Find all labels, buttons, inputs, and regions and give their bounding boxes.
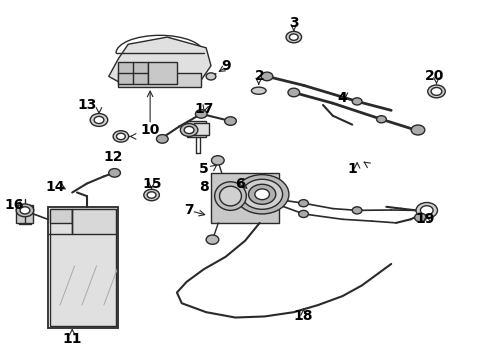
Circle shape [411,125,425,135]
Circle shape [352,207,362,214]
Circle shape [206,73,216,80]
Circle shape [16,204,34,217]
Circle shape [290,34,298,40]
Circle shape [242,179,283,209]
Circle shape [156,135,168,143]
Polygon shape [119,62,147,84]
Text: 1: 1 [347,162,357,176]
Circle shape [90,113,108,126]
Polygon shape [187,121,206,137]
Circle shape [428,85,445,98]
Circle shape [248,184,276,204]
Circle shape [109,168,121,177]
Text: 14: 14 [46,180,65,194]
Text: 12: 12 [104,150,123,164]
Text: 20: 20 [425,69,445,84]
Circle shape [261,72,273,81]
Text: 5: 5 [199,162,209,176]
Polygon shape [194,123,209,135]
Circle shape [235,175,289,214]
Circle shape [415,213,426,222]
Circle shape [196,110,207,118]
Polygon shape [50,208,72,223]
Text: 19: 19 [416,212,435,226]
Polygon shape [50,208,116,327]
Polygon shape [16,205,33,223]
Polygon shape [72,208,116,234]
Text: 6: 6 [235,176,245,190]
Text: 4: 4 [338,91,347,105]
Polygon shape [147,62,177,84]
Polygon shape [109,37,211,87]
Circle shape [416,203,438,218]
Text: 18: 18 [294,309,313,323]
Text: 9: 9 [221,59,230,73]
Polygon shape [211,173,279,223]
Circle shape [20,207,30,214]
Ellipse shape [220,186,242,206]
Text: 13: 13 [77,98,97,112]
Circle shape [431,87,442,95]
Text: 10: 10 [141,123,160,137]
Circle shape [184,126,194,134]
Text: 7: 7 [184,203,194,217]
Circle shape [94,116,104,123]
Circle shape [212,156,224,165]
Text: 2: 2 [255,69,265,84]
Text: 16: 16 [4,198,24,212]
Circle shape [352,98,362,105]
Ellipse shape [251,87,266,94]
Circle shape [113,131,129,142]
Circle shape [147,192,156,198]
Circle shape [286,31,301,43]
Text: 8: 8 [199,180,209,194]
Text: 17: 17 [194,102,213,116]
Circle shape [180,123,198,136]
Text: 11: 11 [62,332,82,346]
Circle shape [117,133,125,140]
Circle shape [299,210,308,217]
Circle shape [420,206,433,215]
Circle shape [377,116,386,123]
Circle shape [288,88,300,97]
Text: 15: 15 [143,176,162,190]
Text: 3: 3 [289,16,298,30]
Circle shape [224,117,236,125]
Polygon shape [119,73,201,87]
Circle shape [206,235,219,244]
Circle shape [144,189,159,201]
Circle shape [299,200,308,207]
Circle shape [255,189,270,200]
Ellipse shape [215,182,246,210]
